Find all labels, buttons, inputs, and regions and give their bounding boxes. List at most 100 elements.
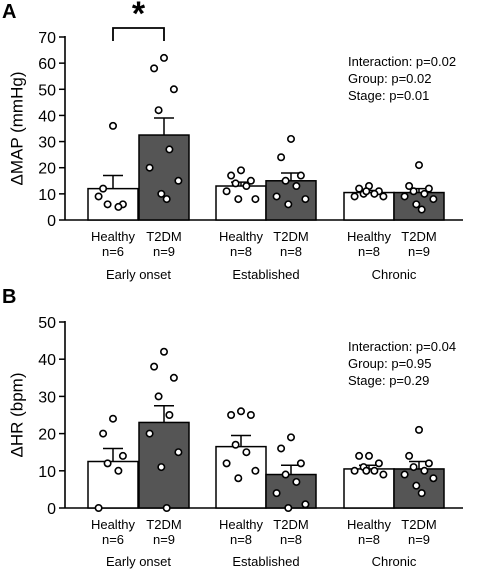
data-point [284, 200, 293, 209]
y-tick-label: 10 [38, 464, 56, 481]
data-point [277, 153, 286, 162]
data-point [114, 202, 123, 211]
data-point [301, 500, 310, 509]
data-point [99, 429, 108, 438]
data-point [162, 195, 171, 204]
data-point [412, 200, 421, 209]
data-point [246, 410, 255, 419]
data-point [412, 481, 421, 490]
data-point [350, 466, 359, 475]
data-point [286, 134, 295, 143]
data-point [154, 392, 163, 401]
data-point [420, 189, 429, 198]
y-tick-label: 30 [38, 389, 56, 406]
stats-line: Stage: p=0.29 [348, 373, 429, 388]
group-label: Healthy [219, 229, 264, 244]
data-point [231, 440, 240, 449]
data-point [160, 53, 169, 62]
data-point [379, 192, 388, 201]
data-point [281, 176, 290, 185]
data-point [296, 171, 305, 180]
chart-panel-A: A ΔMAP (mmHg) 0 10 20 30 40 50 60 70 Interaction: … [2, 0, 463, 282]
data-point [292, 477, 301, 486]
group-n-label: n=9 [153, 532, 175, 547]
data-point [420, 466, 429, 475]
y-tick-label: 10 [38, 187, 56, 204]
group-n-label: n=8 [230, 532, 252, 547]
data-point [292, 182, 301, 191]
data-point [165, 145, 174, 154]
data-point [150, 64, 159, 73]
data-point [242, 448, 251, 457]
data-point [160, 347, 169, 356]
bar [138, 134, 190, 221]
stage-label: Chronic [372, 554, 417, 569]
stats-line: Interaction: p=0.04 [348, 339, 456, 354]
y-tick-label: 70 [38, 30, 56, 47]
y-tick-label: 20 [38, 161, 56, 178]
data-point [94, 503, 103, 512]
group-label: Healthy [91, 517, 136, 532]
data-point [424, 184, 433, 193]
data-point [355, 451, 364, 460]
data-point [405, 451, 414, 460]
stats-line: Interaction: p=0.02 [348, 54, 456, 69]
group-n-label: n=8 [280, 532, 302, 547]
group-label: Healthy [347, 517, 392, 532]
stats-line: Group: p=0.02 [348, 71, 431, 86]
stage-label: Established [232, 267, 299, 282]
stage-label: Chronic [372, 267, 417, 282]
data-point [281, 470, 290, 479]
stage-label: Established [232, 554, 299, 569]
group-n-label: n=8 [280, 244, 302, 259]
data-point [145, 163, 154, 172]
bar [215, 185, 267, 221]
data-point [109, 414, 118, 423]
data-point [103, 459, 112, 468]
data-point [237, 407, 246, 416]
data-point [251, 466, 260, 475]
group-label: T2DM [273, 517, 308, 532]
group-label: T2DM [401, 229, 436, 244]
data-point [145, 429, 154, 438]
data-point [400, 192, 409, 201]
y-tick-label: 50 [38, 315, 56, 332]
y-tick-label: 0 [47, 213, 56, 230]
data-point [417, 205, 426, 214]
data-point [370, 189, 379, 198]
stats-line: Stage: p=0.01 [348, 88, 429, 103]
chart-panel-B: B ΔHR (bpm) 0 10 20 30 40 50 Interaction: p=0.04… [2, 286, 463, 569]
group-n-label: n=9 [408, 532, 430, 547]
data-point [296, 459, 305, 468]
y-tick-label: 20 [38, 427, 56, 444]
data-point [424, 459, 433, 468]
group-label: Healthy [219, 517, 264, 532]
data-point [114, 466, 123, 475]
data-point [174, 176, 183, 185]
data-point [414, 161, 423, 170]
data-point [409, 463, 418, 472]
y-tick-label: 0 [47, 501, 56, 518]
data-point [374, 459, 383, 468]
data-point [400, 470, 409, 479]
data-point [227, 410, 236, 419]
data-point [157, 189, 166, 198]
data-point [174, 448, 183, 457]
data-point [301, 195, 310, 204]
group-n-label: n=6 [102, 532, 124, 547]
y-tick-label: 30 [38, 135, 56, 152]
panel-letter: B [2, 286, 16, 308]
data-point [350, 192, 359, 201]
data-point [429, 474, 438, 483]
stats-line: Group: p=0.95 [348, 356, 431, 371]
group-label: T2DM [273, 229, 308, 244]
group-label: T2DM [146, 229, 181, 244]
data-point [154, 106, 163, 115]
data-point [277, 444, 286, 453]
data-point [94, 192, 103, 201]
group-label: T2DM [146, 517, 181, 532]
group-n-label: n=9 [408, 244, 430, 259]
data-point [246, 176, 255, 185]
data-point [379, 470, 388, 479]
